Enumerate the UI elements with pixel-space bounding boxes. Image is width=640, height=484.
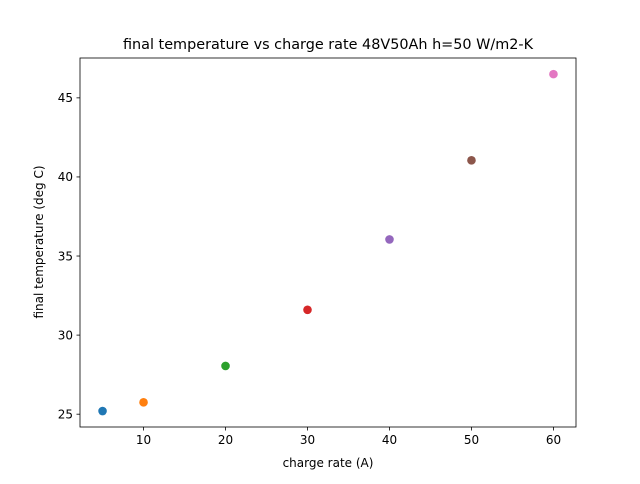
x-axis-label: charge rate (A) xyxy=(283,456,374,470)
data-point xyxy=(467,156,476,165)
x-tick-label: 60 xyxy=(546,433,561,447)
axes-frame xyxy=(79,57,577,428)
data-point xyxy=(139,398,148,407)
y-tick-label: 30 xyxy=(58,328,73,342)
x-tick-label: 10 xyxy=(136,433,151,447)
data-point xyxy=(98,406,107,416)
y-tick-label: 45 xyxy=(58,91,73,105)
chart-title: final temperature vs charge rate 48V50Ah… xyxy=(123,37,534,53)
data-point xyxy=(549,69,558,79)
x-tick-label: 30 xyxy=(300,433,315,447)
data-point xyxy=(303,305,312,315)
y-tick-label: 40 xyxy=(58,170,73,184)
x-tick-label: 20 xyxy=(218,433,233,447)
y-tick-label: 35 xyxy=(58,249,73,263)
plot-area: 10 20 30 40 50 60 25 30 35 40 45 xyxy=(58,57,577,447)
y-axis-label: final temperature (deg C) xyxy=(32,165,46,318)
data-point xyxy=(221,361,230,371)
x-tick-label: 40 xyxy=(382,433,397,447)
data-point xyxy=(385,235,394,244)
y-tick-label: 25 xyxy=(58,407,73,421)
x-tick-label: 50 xyxy=(464,433,479,447)
